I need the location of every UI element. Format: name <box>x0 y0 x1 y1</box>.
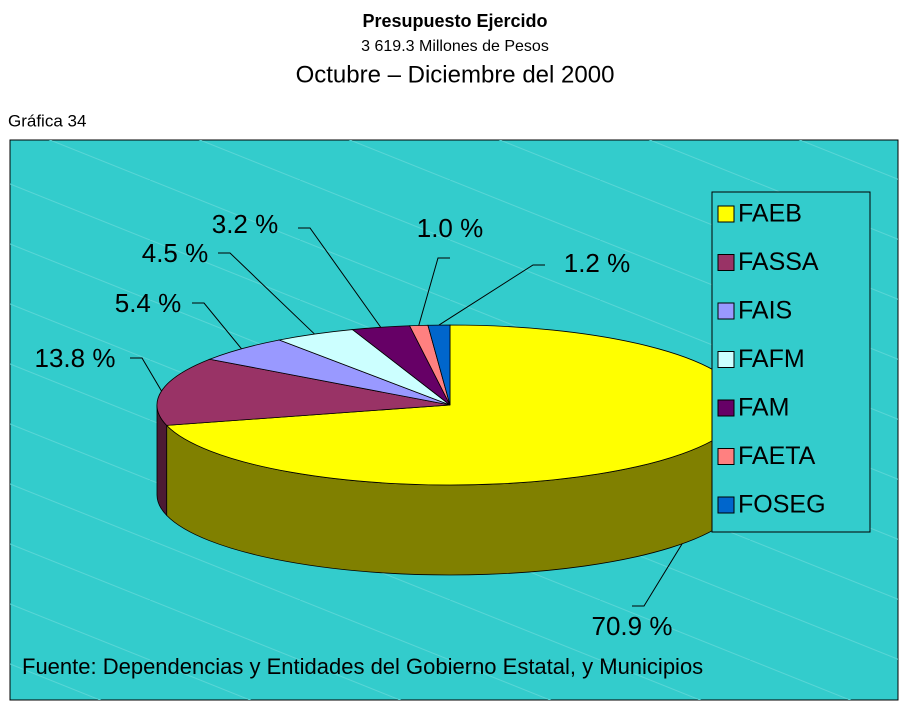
legend-label: FAETA <box>738 442 816 470</box>
legend-swatch <box>717 254 735 271</box>
leader-line <box>218 252 315 335</box>
chart-subtitle: 3 619.3 Millones de Pesos <box>361 38 549 55</box>
figure-label: Gráfica 34 <box>8 111 86 130</box>
legend-label: FAIS <box>738 297 792 325</box>
data-label: 4.5 % <box>142 238 209 268</box>
legend: FAEB FASSA FAIS FAFM FAM FAETA FOSEG <box>711 191 871 533</box>
legend-swatch <box>717 205 735 223</box>
legend-label: FOSEG <box>738 491 826 519</box>
legend-label: FAEB <box>738 200 802 228</box>
data-label: 3.2 % <box>212 209 279 239</box>
legend-label: FAM <box>738 394 789 422</box>
legend-label: FAFM <box>738 345 805 373</box>
leader-line <box>418 257 450 326</box>
leader-line <box>632 543 683 607</box>
pie <box>156 324 744 576</box>
slice <box>165 324 744 486</box>
chart-period: Octubre – Diciembre del 2000 <box>296 61 615 88</box>
legend-label: FASSA <box>738 248 819 276</box>
legend-swatch <box>717 302 735 320</box>
slice <box>427 324 451 406</box>
data-label: 13.8 % <box>35 343 116 373</box>
data-label: 1.0 % <box>417 213 484 243</box>
legend-swatch <box>717 351 735 368</box>
data-label: 70.9 % <box>592 611 673 641</box>
leader-line <box>130 357 162 392</box>
labels: 70.9 % 13.8 % 5.4 % 4.5 %3.2 % 1.0 % 1.2 % <box>35 209 683 641</box>
legend-box <box>711 191 871 533</box>
source-note: Fuente: Dependencias y Entidades del Gob… <box>22 654 703 679</box>
chart-title: Presupuesto Ejercido <box>362 11 547 31</box>
data-label: 5.4 % <box>115 288 182 318</box>
legend-swatch <box>717 496 735 514</box>
leader-line <box>192 302 242 350</box>
leader-line <box>438 264 545 326</box>
data-label: 1.2 % <box>564 248 631 278</box>
slice <box>156 358 451 426</box>
legend-swatch <box>717 448 735 465</box>
leader-line <box>298 227 382 328</box>
legend-swatch <box>717 399 735 417</box>
